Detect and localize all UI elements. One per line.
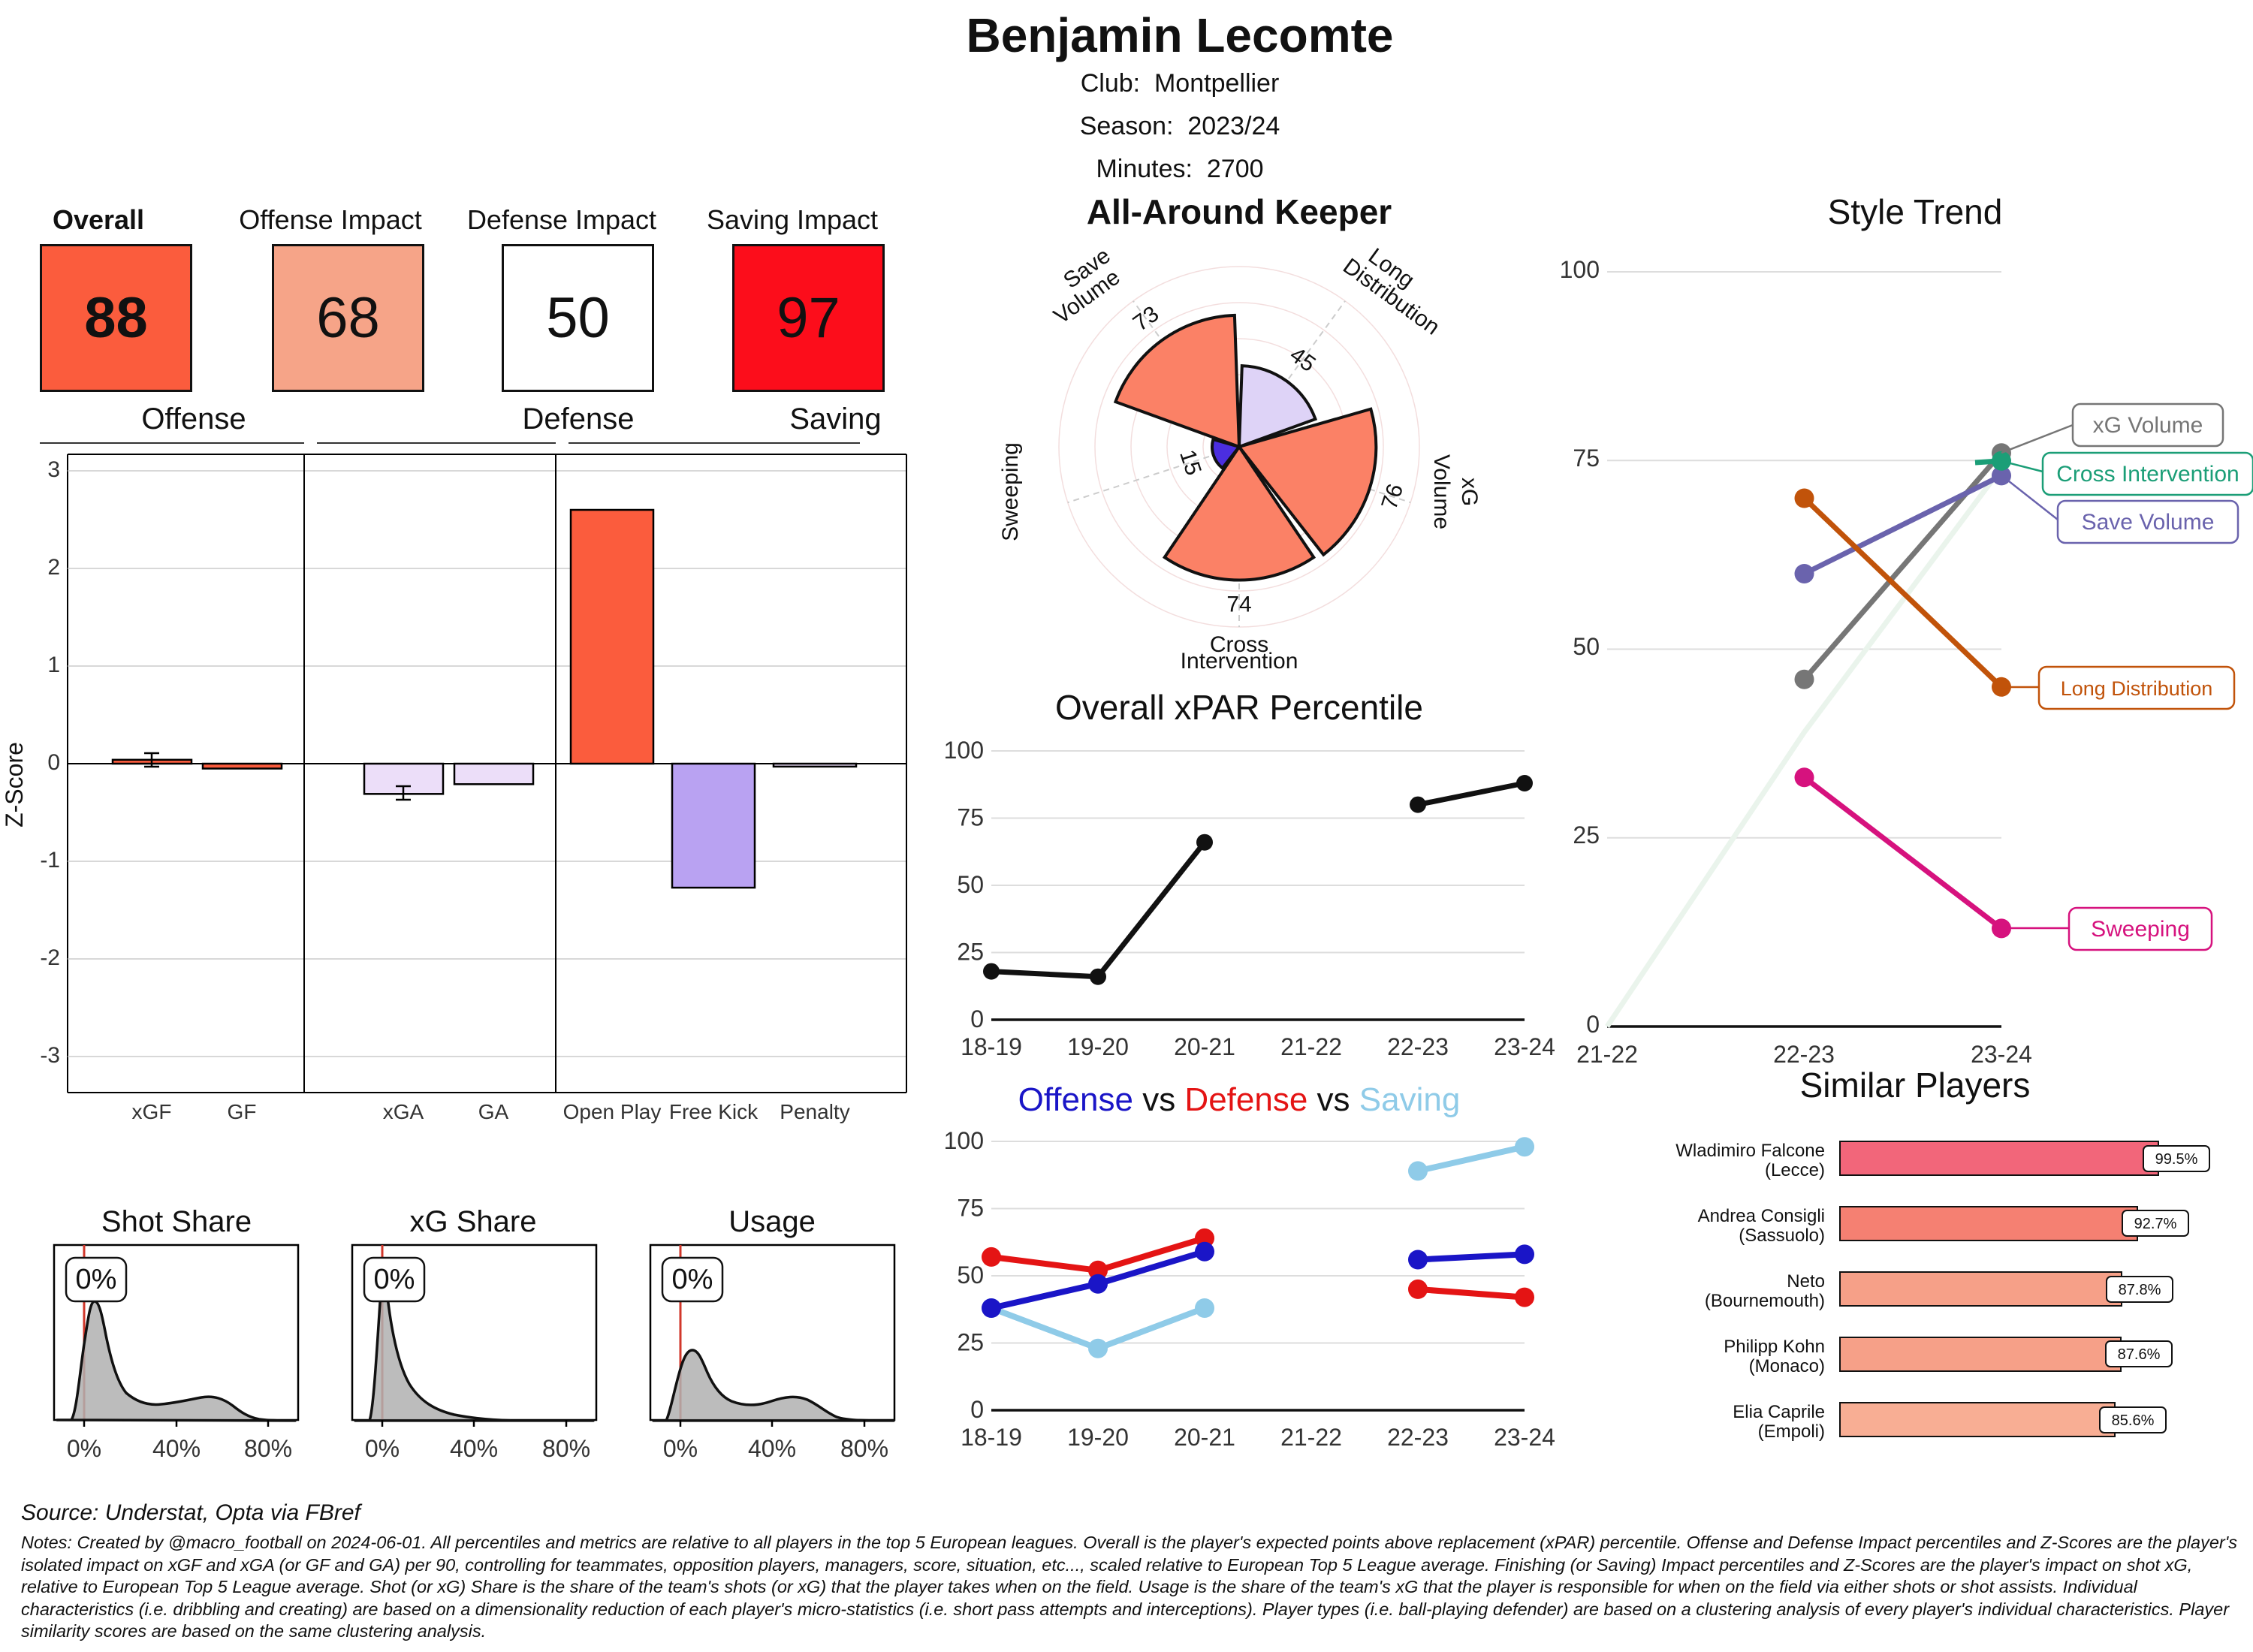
svg-text:40%: 40% xyxy=(450,1435,498,1462)
svg-text:xG Volume: xG Volume xyxy=(2093,413,2203,438)
svg-text:xG Share: xG Share xyxy=(410,1205,537,1238)
svg-text:50: 50 xyxy=(957,1262,984,1289)
svg-text:18-19: 18-19 xyxy=(961,1424,1022,1451)
svg-text:1: 1 xyxy=(47,653,60,677)
svg-text:xG: xG xyxy=(1457,478,1482,506)
svg-text:(Empoli): (Empoli) xyxy=(1758,1421,1825,1442)
svg-text:23-24: 23-24 xyxy=(1971,1041,2032,1068)
svg-text:Intervention: Intervention xyxy=(1181,649,1298,674)
svg-text:75: 75 xyxy=(957,1195,984,1222)
svg-text:Open Play: Open Play xyxy=(563,1100,662,1123)
svg-text:21-22: 21-22 xyxy=(1576,1041,1638,1068)
svg-text:Free Kick: Free Kick xyxy=(669,1100,759,1123)
svg-text:22-23: 22-23 xyxy=(1387,1033,1449,1060)
svg-text:85.6%: 85.6% xyxy=(2112,1412,2155,1429)
svg-text:0%: 0% xyxy=(672,1264,713,1295)
svg-text:Sweeping: Sweeping xyxy=(998,442,1023,541)
svg-text:19-20: 19-20 xyxy=(1067,1424,1129,1451)
svg-text:0%: 0% xyxy=(67,1435,101,1462)
svg-text:80%: 80% xyxy=(244,1435,292,1462)
svg-text:0: 0 xyxy=(970,1005,984,1032)
svg-text:0: 0 xyxy=(47,750,60,775)
svg-text:(Monaco): (Monaco) xyxy=(1749,1356,1825,1376)
svg-text:23-24: 23-24 xyxy=(1494,1033,1555,1060)
svg-text:(Sassuolo): (Sassuolo) xyxy=(1739,1225,1825,1246)
svg-text:23-24: 23-24 xyxy=(1494,1424,1555,1451)
svg-text:18-19: 18-19 xyxy=(961,1033,1022,1060)
svg-text:2: 2 xyxy=(47,555,60,580)
svg-text:80%: 80% xyxy=(542,1435,590,1462)
svg-text:100: 100 xyxy=(1560,256,1600,283)
svg-text:0%: 0% xyxy=(365,1435,400,1462)
svg-text:40%: 40% xyxy=(152,1435,201,1462)
svg-text:Neto: Neto xyxy=(1787,1271,1825,1292)
svg-text:Volume: Volume xyxy=(1429,454,1454,529)
svg-text:19-20: 19-20 xyxy=(1067,1033,1129,1060)
svg-text:Philipp Kohn: Philipp Kohn xyxy=(1724,1337,1825,1357)
svg-text:0%: 0% xyxy=(374,1264,415,1295)
svg-text:25: 25 xyxy=(1573,821,1600,849)
svg-text:40%: 40% xyxy=(748,1435,796,1462)
svg-text:Z-Score: Z-Score xyxy=(1,742,28,828)
svg-text:50: 50 xyxy=(1573,633,1600,660)
svg-text:xGF: xGF xyxy=(132,1100,172,1123)
svg-text:22-23: 22-23 xyxy=(1773,1041,1835,1068)
svg-text:Wladimiro Falcone: Wladimiro Falcone xyxy=(1675,1141,1825,1161)
svg-text:0%: 0% xyxy=(76,1264,117,1295)
svg-text:Elia Caprile: Elia Caprile xyxy=(1733,1402,1825,1422)
svg-text:75: 75 xyxy=(957,804,984,831)
svg-text:21-22: 21-22 xyxy=(1280,1033,1342,1060)
svg-text:22-23: 22-23 xyxy=(1387,1424,1449,1451)
svg-text:100: 100 xyxy=(944,1127,984,1154)
svg-text:-1: -1 xyxy=(40,848,60,873)
svg-text:Shot Share: Shot Share xyxy=(101,1205,252,1238)
svg-text:0: 0 xyxy=(1586,1011,1600,1038)
svg-text:45: 45 xyxy=(1285,342,1320,377)
svg-text:(Lecce): (Lecce) xyxy=(1765,1160,1825,1180)
svg-text:GA: GA xyxy=(478,1100,509,1123)
svg-text:87.6%: 87.6% xyxy=(2118,1346,2161,1363)
svg-text:20-21: 20-21 xyxy=(1174,1033,1235,1060)
svg-text:GF: GF xyxy=(228,1100,257,1123)
svg-text:3: 3 xyxy=(47,457,60,482)
svg-text:Penalty: Penalty xyxy=(780,1100,849,1123)
svg-text:50: 50 xyxy=(957,871,984,898)
svg-text:Cross Intervention: Cross Intervention xyxy=(2056,462,2239,487)
svg-text:74: 74 xyxy=(1226,592,1251,617)
svg-text:25: 25 xyxy=(957,939,984,966)
svg-text:80%: 80% xyxy=(840,1435,888,1462)
svg-text:Save Volume: Save Volume xyxy=(2082,510,2215,535)
svg-text:99.5%: 99.5% xyxy=(2155,1151,2198,1168)
svg-text:0%: 0% xyxy=(663,1435,698,1462)
svg-text:75: 75 xyxy=(1573,445,1600,472)
svg-text:Long Distribution: Long Distribution xyxy=(2061,677,2213,700)
svg-text:Andrea Consigli: Andrea Consigli xyxy=(1698,1206,1825,1226)
svg-text:(Bournemouth): (Bournemouth) xyxy=(1705,1291,1825,1311)
svg-text:92.7%: 92.7% xyxy=(2134,1216,2177,1232)
svg-text:76: 76 xyxy=(1377,481,1408,512)
svg-text:-2: -2 xyxy=(40,945,60,970)
svg-text:25: 25 xyxy=(957,1329,984,1356)
svg-text:15: 15 xyxy=(1175,447,1206,478)
svg-text:20-21: 20-21 xyxy=(1174,1424,1235,1451)
svg-text:-3: -3 xyxy=(40,1043,60,1068)
svg-text:xGA: xGA xyxy=(383,1100,424,1123)
svg-text:0: 0 xyxy=(970,1396,984,1423)
svg-text:87.8%: 87.8% xyxy=(2119,1282,2161,1298)
svg-text:21-22: 21-22 xyxy=(1280,1424,1342,1451)
svg-text:Sweeping: Sweeping xyxy=(2091,917,2190,942)
svg-text:100: 100 xyxy=(944,737,984,764)
svg-text:Usage: Usage xyxy=(728,1205,816,1238)
svg-text:73: 73 xyxy=(1129,301,1163,336)
